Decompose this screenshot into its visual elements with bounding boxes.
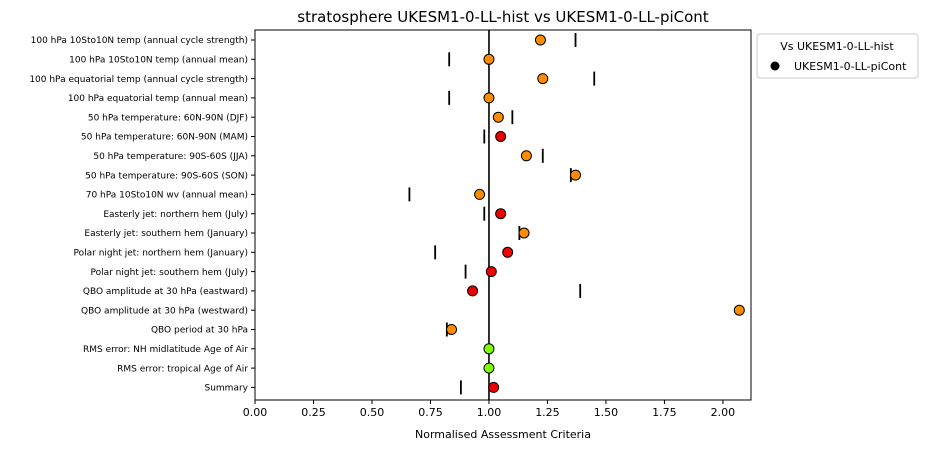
y-tick-label: QBO amplitude at 30 hPa (westward): [81, 306, 248, 316]
y-tick-label: Summary: [205, 384, 249, 394]
data-point: [518, 227, 530, 239]
x-axis-label: Normalised Assessment Criteria: [415, 428, 591, 441]
data-point: [483, 343, 495, 355]
y-tick-label: 100 hPa 10Sto10N temp (annual cycle stre…: [31, 36, 248, 46]
y-tick-label: Easterly jet: southern hem (January): [84, 229, 248, 239]
y-tick-label: QBO period at 30 hPa: [151, 326, 248, 336]
data-point: [495, 208, 507, 220]
y-tick-label: 70 hPa 10Sto10N wv (annual mean): [86, 191, 248, 201]
data-point: [483, 362, 495, 374]
y-tick-label: 100 hPa equatorial temp (annual cycle st…: [29, 75, 248, 85]
x-tick-label: 0.75: [418, 406, 443, 419]
y-tick-label: 100 hPa equatorial temp (annual mean): [68, 94, 248, 104]
y-tick-label: Easterly jet: northern hem (July): [103, 210, 248, 220]
data-point: [502, 246, 514, 258]
chart-title: stratosphere UKESM1-0-LL-hist vs UKESM1-…: [297, 8, 709, 26]
y-tick-label: 50 hPa temperature: 60N-90N (DJF): [88, 113, 248, 123]
x-tick-label: 0.00: [243, 406, 268, 419]
data-point: [537, 73, 549, 85]
data-point: [570, 169, 582, 181]
y-tick-label: RMS error: tropical Age of Air: [117, 364, 248, 374]
legend-title: Vs UKESM1-0-LL-hist: [780, 40, 894, 53]
x-tick-label: 0.50: [360, 406, 385, 419]
y-tick-label: QBO amplitude at 30 hPa (eastward): [83, 287, 248, 297]
data-point: [520, 150, 532, 162]
x-tick-label: 1.25: [535, 406, 560, 419]
data-point: [446, 324, 458, 335]
data-point: [483, 53, 495, 65]
x-tick-label: 1.00: [477, 406, 502, 419]
data-point: [488, 381, 500, 393]
data-point: [733, 304, 745, 316]
data-point: [492, 111, 504, 123]
y-tick-label: Polar night jet: southern hem (July): [90, 268, 248, 278]
y-tick-label: Polar night jet: northern hem (January): [74, 249, 248, 259]
x-tick-label: 1.50: [594, 406, 619, 419]
legend: Vs UKESM1-0-LL-hist UKESM1-0-LL-piCont: [756, 33, 919, 79]
data-point: [483, 92, 495, 104]
y-tick-label: 50 hPa temperature: 90S-60S (JJA): [93, 152, 248, 162]
data-point: [495, 131, 507, 142]
legend-marker: [770, 61, 780, 71]
data-point: [485, 266, 497, 278]
y-tick-label: 50 hPa temperature: 60N-90N (MAM): [81, 133, 248, 143]
legend-entry: UKESM1-0-LL-piCont: [794, 60, 907, 73]
data-point: [467, 285, 479, 297]
legend-box: [756, 33, 919, 79]
data-point: [474, 188, 486, 200]
y-tick-label: 50 hPa temperature: 90S-60S (SON): [85, 171, 248, 181]
y-tick-label: 100 hPa 10Sto10N temp (annual mean): [69, 56, 248, 66]
x-tick-label: 1.75: [652, 406, 677, 419]
x-tick-label: 2.00: [711, 406, 736, 419]
y-tick-label: RMS error: NH midlatitude Age of Air: [83, 345, 248, 355]
x-tick-label: 0.25: [301, 406, 326, 419]
data-point: [534, 34, 546, 46]
